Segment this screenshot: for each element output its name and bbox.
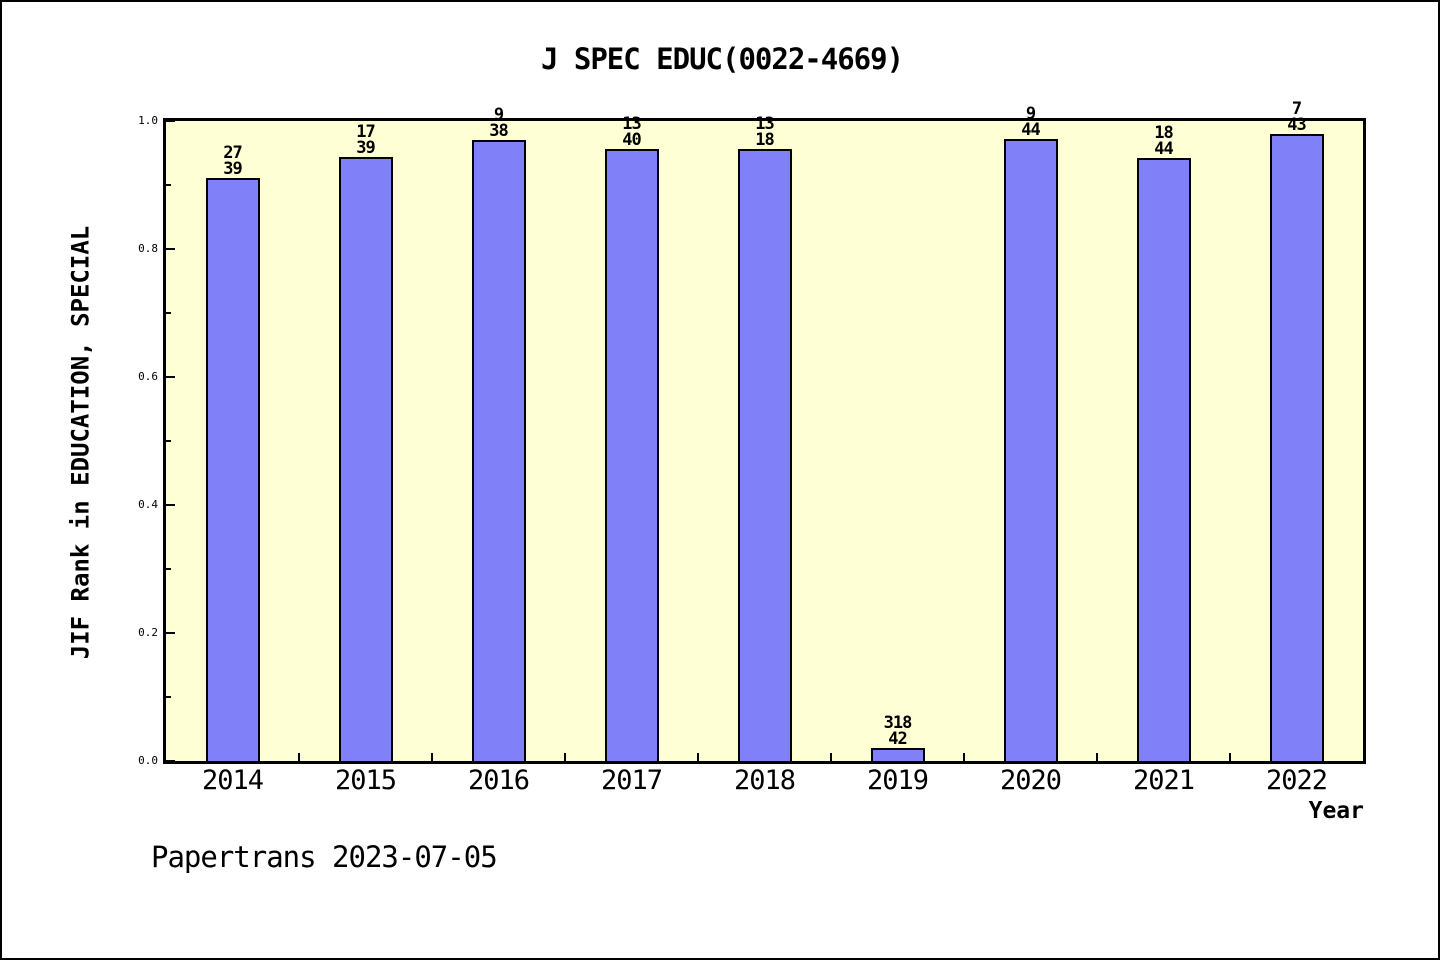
x-tick-label: 2020	[999, 765, 1062, 796]
x-tick-label: 2014	[201, 765, 264, 796]
y-major-tick	[166, 504, 175, 506]
x-tick-label: 2015	[334, 765, 397, 796]
y-major-tick	[166, 120, 175, 122]
bar-label-bottom: 42	[888, 729, 907, 750]
bar-label-top: 27	[223, 142, 242, 163]
bar-label-top: 9	[1025, 103, 1036, 124]
bar	[737, 148, 792, 763]
bar	[338, 156, 393, 763]
bar-value-label: 318 42	[838, 713, 958, 750]
x-tick-label: 2022	[1265, 765, 1328, 796]
bar-value-label: 9 44	[971, 103, 1091, 140]
bar	[1003, 138, 1058, 763]
x-minor-tick	[963, 753, 965, 761]
x-tick-label: 2016	[467, 765, 530, 796]
bar	[205, 177, 260, 763]
bar-label-top: 318	[883, 713, 913, 734]
bar-value-label: 9 38	[439, 105, 559, 142]
bar-label-bottom: 44	[1154, 139, 1173, 160]
bar-value-label: 13 40	[572, 116, 692, 151]
bar-label-bottom: 43	[1287, 114, 1306, 135]
x-tick-label: 2018	[733, 765, 796, 796]
y-minor-tick	[166, 440, 171, 442]
y-minor-tick	[166, 568, 171, 570]
bar-label-top: 7	[1291, 98, 1302, 119]
y-tick-label: 0.2	[138, 626, 158, 639]
bar	[471, 140, 526, 763]
y-tick-label: 1.0	[138, 114, 158, 127]
y-minor-tick	[166, 184, 171, 186]
x-minor-tick	[1096, 753, 1098, 761]
bar-value-label: 17 39	[306, 121, 426, 158]
x-minor-tick	[298, 753, 300, 761]
y-tick-label: 0.6	[138, 370, 158, 383]
x-minor-tick	[830, 753, 832, 761]
bar-label-bottom: 44	[1021, 119, 1040, 140]
chart-title: J SPEC EDUC(0022-4669)	[540, 42, 904, 76]
bar-value-label: 7 43	[1237, 98, 1357, 135]
x-minor-tick	[564, 753, 566, 761]
y-major-tick	[166, 632, 175, 634]
bar-label-bottom: 40	[622, 130, 641, 151]
bar-label-top: 18	[1154, 123, 1173, 144]
y-tick-label: 0.0	[138, 754, 158, 767]
y-minor-tick	[166, 312, 171, 314]
x-tick-label: 2021	[1132, 765, 1195, 796]
bar	[1136, 158, 1191, 763]
bar	[1269, 133, 1324, 763]
y-minor-tick	[166, 696, 171, 698]
bar-label-top: 9	[493, 105, 504, 126]
bar-value-label: 13 18	[705, 115, 825, 150]
bar-label-bottom: 38	[489, 121, 508, 142]
x-minor-tick	[431, 753, 433, 761]
x-axis-title: Year	[1308, 798, 1364, 824]
y-tick-label: 0.4	[138, 498, 158, 511]
footer-text: Papertrans 2023-07-05	[151, 840, 498, 874]
x-tick-label: 2019	[866, 765, 929, 796]
bar-value-label: 27 39	[173, 142, 293, 179]
bar	[870, 748, 925, 763]
x-minor-tick	[697, 753, 699, 761]
y-major-tick	[166, 760, 175, 762]
bar-label-bottom: 18	[755, 129, 774, 150]
y-major-tick	[166, 248, 175, 250]
y-major-tick	[166, 376, 175, 378]
x-tick-label: 2017	[600, 765, 663, 796]
y-axis-title: JIF Rank in EDUCATION, SPECIAL	[66, 225, 95, 660]
y-tick-label: 0.8	[138, 242, 158, 255]
bar-label-bottom: 39	[356, 137, 375, 158]
x-minor-tick	[1229, 753, 1231, 761]
bar	[604, 149, 659, 763]
bar-label-top: 17	[356, 121, 375, 142]
bar-value-label: 18 44	[1104, 123, 1224, 160]
bar-label-bottom: 39	[223, 158, 242, 179]
